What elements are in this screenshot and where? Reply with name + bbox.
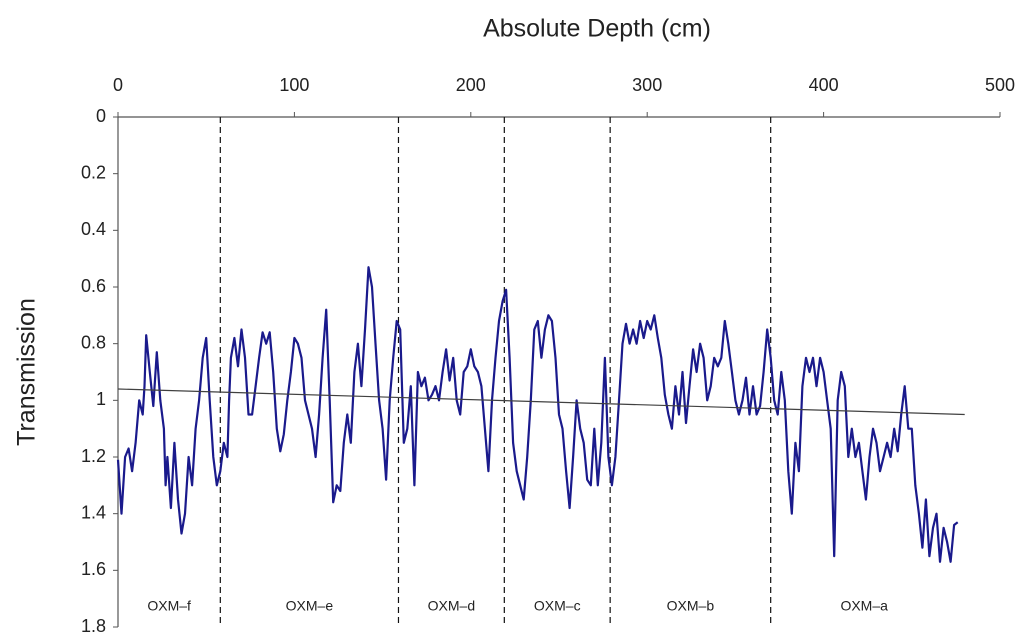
y-axis-label: Transmission	[13, 298, 41, 446]
y-tick-label: 1.6	[81, 559, 106, 579]
y-tick-label: 1.8	[81, 616, 106, 636]
zone-label: OXM–a	[840, 598, 888, 614]
zone-label: OXM–b	[667, 598, 715, 614]
x-tick-label: 400	[809, 75, 839, 95]
x-tick-label: 300	[632, 75, 662, 95]
y-tick-label: 1.2	[81, 446, 106, 466]
zone-label: OXM–f	[147, 598, 191, 614]
y-tick-label: 1	[96, 389, 106, 409]
trend-line	[117, 388, 965, 416]
y-tick-label: 0.4	[81, 219, 106, 239]
y-tick-label: 0.8	[81, 332, 106, 352]
data-line	[116, 266, 959, 563]
x-tick-label: 100	[279, 75, 309, 95]
y-tick-label: 0.6	[81, 276, 106, 296]
zone-label: OXM–d	[428, 598, 475, 614]
y-tick-label: 0.2	[81, 162, 106, 182]
x-tick-label: 200	[456, 75, 486, 95]
zone-label: OXM–c	[534, 598, 581, 614]
zone-label: OXM–e	[286, 598, 334, 614]
x-tick-label: 500	[985, 75, 1015, 95]
chart-title: Absolute Depth (cm)	[483, 15, 711, 43]
y-tick-label: 1.4	[81, 502, 106, 522]
y-tick-label: 0	[96, 106, 106, 126]
x-tick-label: 0	[113, 75, 123, 95]
